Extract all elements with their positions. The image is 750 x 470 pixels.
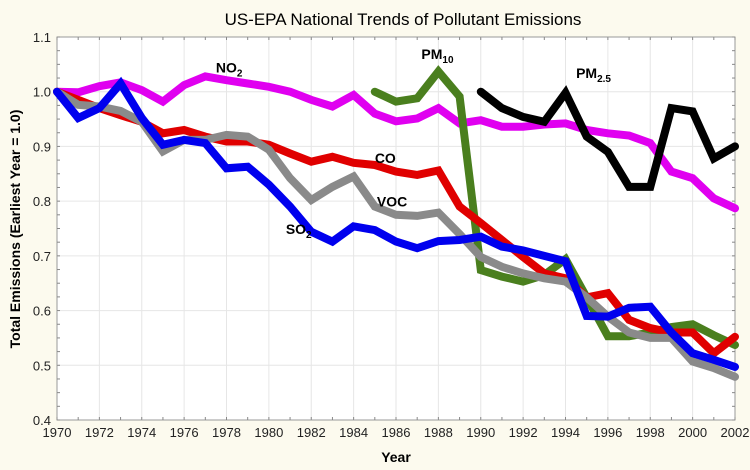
series-labels: NO2 PM10 PM2.5 CO VOC SO2 [216, 46, 612, 241]
series-lines [53, 65, 739, 381]
x-tick-label: 1994 [551, 425, 580, 440]
x-tick-label: 1998 [636, 425, 665, 440]
series-line-no2 [53, 72, 739, 213]
y-axis-title: Total Emissions (Earliest Year = 1.0) [7, 110, 23, 349]
chart-title: US-EPA National Trends of Pollutant Emis… [225, 10, 582, 29]
y-tick-label: 0.6 [33, 304, 51, 319]
series-line-voc [53, 87, 739, 381]
x-tick-label: 1982 [297, 425, 326, 440]
x-tick-label: 1986 [382, 425, 411, 440]
y-tick-label: 1.1 [33, 30, 51, 45]
series-label-pm10: PM10 [421, 46, 454, 66]
x-tick-label: 1974 [127, 425, 156, 440]
x-tick-label: 1972 [85, 425, 114, 440]
x-tick-label: 1976 [170, 425, 199, 440]
y-tick-label: 0.5 [33, 358, 51, 373]
series-label-voc: VOC [377, 194, 407, 210]
axis-ticks: 1970 1972 1974 1976 1978 1980 1982 1984 1986 1988… [33, 30, 750, 440]
series-label-so2: SO2 [286, 221, 312, 241]
x-tick-label: 1984 [339, 425, 368, 440]
y-tick-label: 0.9 [33, 139, 51, 154]
y-tick-label: 0.8 [33, 194, 51, 209]
series-label-co: CO [375, 150, 396, 166]
x-tick-label: 1990 [466, 425, 495, 440]
series-line-pm25 [476, 85, 739, 191]
x-axis-title: Year [381, 449, 411, 465]
x-tick-label: 1980 [254, 425, 283, 440]
x-tick-label: 2000 [678, 425, 707, 440]
x-tick-label: 1992 [509, 425, 538, 440]
series-label-pm25: PM2.5 [576, 65, 611, 85]
x-tick-label: 1988 [424, 425, 453, 440]
x-tick-label: 1978 [212, 425, 241, 440]
x-tick-label: 1970 [43, 425, 72, 440]
y-tick-label: 0.7 [33, 249, 51, 264]
x-tick-label: 1996 [593, 425, 622, 440]
y-tick-label: 0.4 [33, 413, 51, 428]
series-label-no2: NO2 [216, 60, 243, 80]
y-tick-label: 1.0 [33, 85, 51, 100]
series-line-pm10 [370, 65, 739, 349]
series-line-so2 [53, 76, 739, 371]
x-tick-label: 2002 [721, 425, 750, 440]
